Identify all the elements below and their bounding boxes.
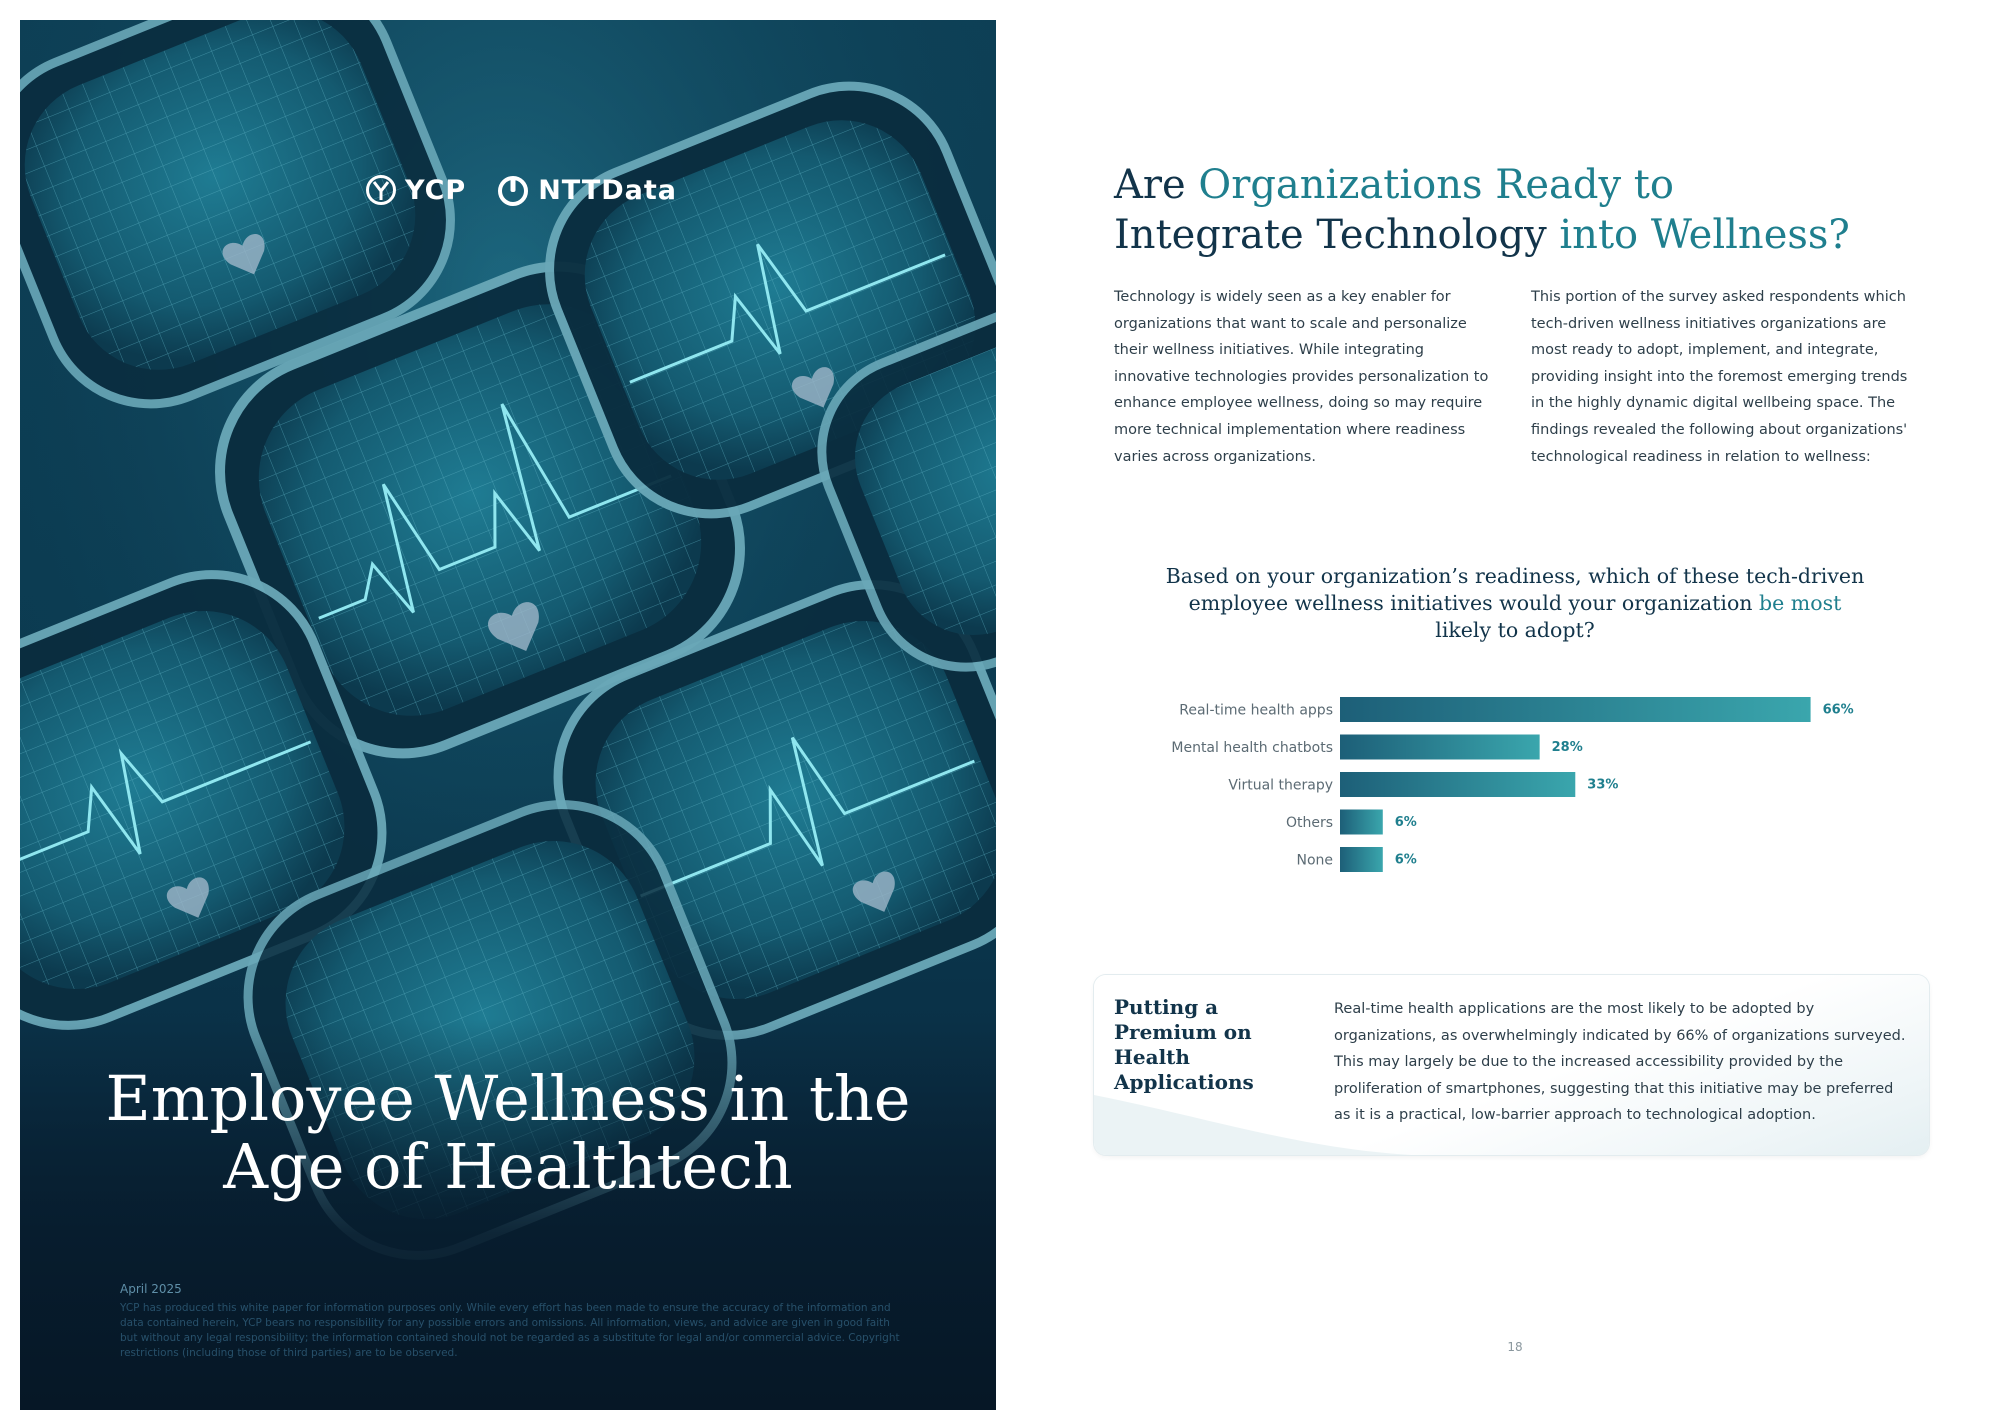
cover-title-line-1: Employee Wellness in the [105, 1062, 911, 1135]
page-title: Are Organizations Ready to Integrate Tec… [1114, 160, 1964, 260]
ntt-data-logo: NTTData [496, 173, 677, 207]
bar-value-label: 6% [1395, 853, 1417, 868]
ycp-logo-text: YCP [405, 174, 467, 206]
bar [1340, 734, 1540, 760]
page-title-part-d: into Wellness? [1559, 212, 1850, 258]
page-number: 18 [1507, 1340, 1523, 1354]
bar [1340, 847, 1383, 872]
chart-question-line-2: employee wellness initiatives would your… [1160, 590, 1870, 617]
intro-column-right: This portion of the survey asked respond… [1531, 289, 1908, 465]
bar-category-label: None [1296, 853, 1333, 869]
cover-title: Employee Wellness in the Age of Healthte… [20, 1065, 996, 1201]
bar-value-label: 33% [1587, 778, 1618, 793]
page-title-line-1: Are Organizations Ready to [1114, 160, 1964, 210]
logo-row: YCP NTTData [365, 160, 677, 220]
bar-category-label: Real-time health apps [1179, 703, 1333, 719]
chart-question-line-3: likely to adopt? [1435, 618, 1595, 642]
bar-value-label: 6% [1395, 815, 1417, 830]
callout-text: Real-time health applications are the mo… [1334, 1001, 1906, 1124]
bar [1340, 772, 1576, 797]
bar [1340, 809, 1383, 835]
cover-bottom-shade [20, 1020, 996, 1410]
callout-wave-decoration [1094, 1095, 1514, 1155]
chart-question: Based on your organization’s readiness, … [1160, 563, 1870, 644]
bar-category-label: Others [1286, 815, 1333, 831]
ycp-logo: YCP [365, 174, 466, 206]
ycp-mark-icon [366, 175, 396, 205]
chart-question-part-b: employee wellness initiatives would your… [1188, 591, 1760, 615]
page-title-part-b: Organizations Ready to [1198, 162, 1674, 208]
cover-title-line-2: Age of Healthtech [223, 1130, 793, 1203]
callout-box: Putting a Premium on Health Applications… [1094, 975, 1929, 1155]
ntt-data-logo-text: NTTData [538, 174, 678, 206]
callout-title: Putting a Premium on Health Applications [1114, 995, 1254, 1094]
chart-question-line-1: Based on your organization’s readiness, … [1165, 564, 1865, 588]
page-title-line-2: Integrate Technology into Wellness? [1114, 210, 1964, 260]
bar-category-label: Virtual therapy [1228, 778, 1333, 794]
bar-value-label: 66% [1823, 703, 1854, 718]
page-title-part-c: Integrate Technology [1114, 212, 1560, 258]
bar [1340, 697, 1811, 722]
page-title-part-a: Are [1114, 162, 1199, 208]
bar-value-label: 28% [1552, 740, 1583, 755]
ntt-mark-icon [498, 176, 529, 206]
intro-column-left: Technology is widely seen as a key enabl… [1114, 289, 1489, 465]
report-cover: YCP NTTData Employee Wellness in the Age… [20, 20, 996, 1410]
cover-date: April 2025 [120, 1282, 182, 1296]
cover-disclaimer: YCP has produced this white paper for in… [120, 1302, 900, 1359]
chart-question-part-c: be most [1759, 591, 1842, 615]
bar-chart: Real-time health apps 66% Mental health ch… [1171, 697, 1854, 872]
bar-category-label: Mental health chatbots [1171, 740, 1333, 756]
